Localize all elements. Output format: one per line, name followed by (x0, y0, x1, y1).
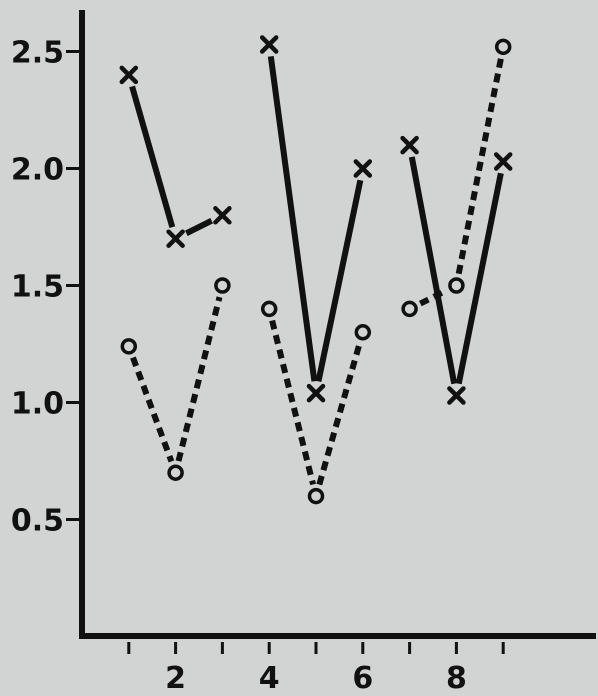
dashed-series-line (316, 343, 363, 486)
x-marker (213, 206, 232, 225)
y-tick-label: 0.5 (11, 504, 64, 539)
series-layer (119, 35, 513, 505)
dashed-series-line (418, 288, 448, 307)
x-marker-stroke (213, 206, 232, 225)
x-marker-stroke (493, 152, 513, 171)
dashed-series-line (269, 319, 316, 486)
solid-series-line (315, 179, 364, 383)
x-marker (447, 386, 466, 405)
series-o-markers (120, 38, 512, 505)
o-marker (401, 300, 418, 318)
o-marker (167, 464, 184, 481)
x-marker (400, 135, 419, 155)
y-tick-label: 2.5 (11, 36, 64, 71)
x-marker (306, 383, 326, 403)
x-tick-label: 6 (352, 661, 373, 696)
x-marker-stroke (119, 65, 139, 85)
x-marker (353, 159, 373, 178)
series-x-markers (119, 35, 513, 405)
solid-series-line (455, 172, 504, 385)
y-tick-label: 1.5 (11, 270, 64, 305)
o-marker (260, 300, 278, 318)
y-tick-label: 2.0 (11, 153, 64, 188)
x-tick-label: 2 (165, 661, 186, 696)
x-marker (119, 65, 139, 85)
x-ticks: 2 4 6 8 (127, 642, 505, 696)
axes (79, 10, 596, 639)
y-ticks: 0.5 1.0 1.5 2.0 2.5 (11, 36, 82, 539)
x-tick-label: 8 (446, 661, 467, 696)
x-marker-stroke (306, 383, 326, 403)
x-marker-stroke (353, 159, 373, 178)
x-marker (259, 35, 279, 54)
solid-series-line (408, 156, 458, 385)
x-marker-stroke (400, 135, 419, 155)
o-marker (494, 38, 512, 56)
dashed-series-line (455, 58, 504, 275)
solid-series-line (267, 55, 318, 382)
dashed-series-line (175, 296, 223, 462)
y-tick-label: 1.0 (11, 387, 64, 422)
solid-series-line (129, 85, 176, 228)
solid-series-line (184, 217, 214, 237)
x-marker-stroke (166, 229, 185, 248)
o-marker (448, 277, 465, 294)
o-marker (120, 338, 138, 355)
dashed-series-line (130, 356, 175, 463)
o-marker (214, 277, 231, 294)
o-marker (354, 324, 372, 341)
x-tick-label: 4 (259, 661, 280, 696)
x-marker (166, 229, 185, 248)
x-marker-stroke (447, 386, 466, 405)
x-marker (493, 152, 513, 171)
x-marker-stroke (259, 35, 279, 54)
o-marker (307, 487, 325, 505)
